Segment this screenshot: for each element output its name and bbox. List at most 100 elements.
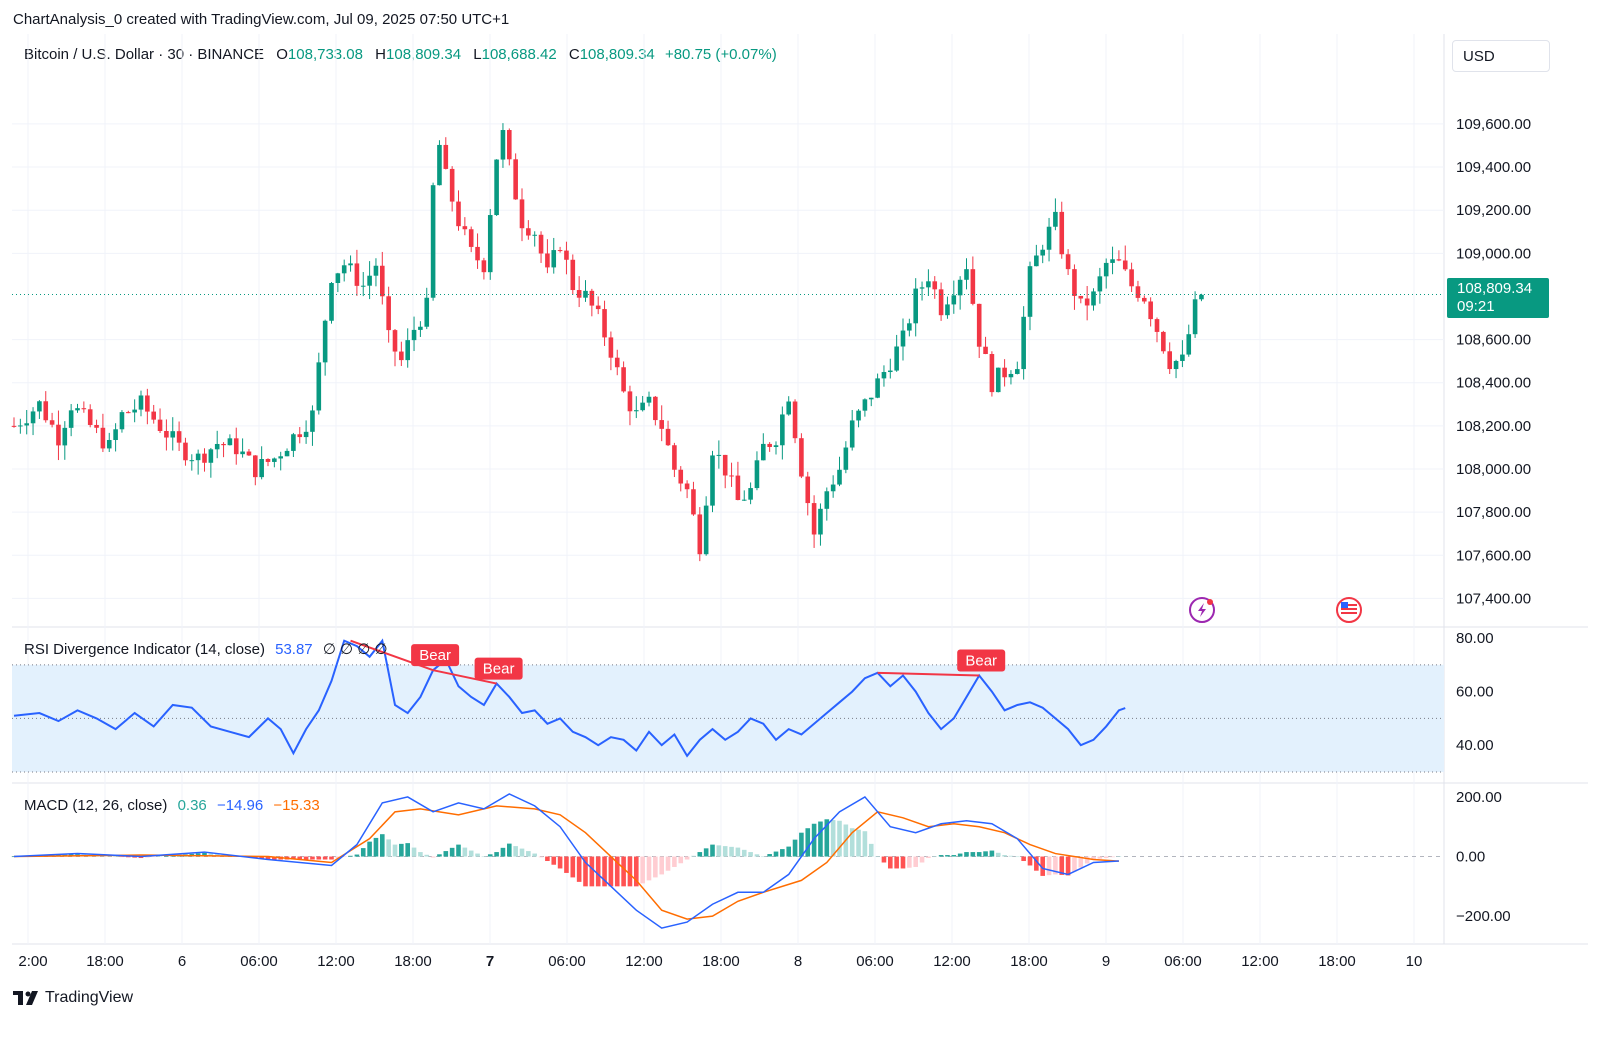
candle-body bbox=[11, 425, 17, 427]
macd-histogram-bar bbox=[380, 834, 385, 857]
macd-histogram-bar bbox=[1084, 856, 1090, 864]
macd-histogram-bar bbox=[741, 849, 747, 857]
macd-histogram-bar bbox=[976, 852, 982, 857]
macd-histogram-bar bbox=[951, 855, 957, 857]
macd-axis-label: 0.00 bbox=[1456, 849, 1485, 866]
candle-body bbox=[805, 476, 811, 504]
macd-histogram-bar bbox=[443, 851, 449, 857]
macd-histogram-bar bbox=[710, 844, 715, 857]
macd-histogram-bar bbox=[621, 856, 626, 887]
bear-label: Bear bbox=[965, 653, 997, 670]
candle-body bbox=[824, 491, 830, 509]
macd-histogram-bar bbox=[341, 856, 347, 858]
candle-body bbox=[761, 443, 766, 461]
candle-body bbox=[373, 265, 379, 276]
candle-body bbox=[640, 402, 645, 411]
time-axis-label: 06:00 bbox=[548, 953, 586, 970]
macd-histogram-bar bbox=[545, 856, 550, 862]
time-axis-label: 6 bbox=[178, 953, 186, 970]
macd-histogram-bar bbox=[1053, 856, 1058, 875]
macd-histogram-bar bbox=[970, 852, 976, 857]
grid-lines bbox=[12, 34, 1588, 945]
macd-signal-line bbox=[13, 805, 1119, 920]
candle-body bbox=[310, 410, 315, 432]
macd-histogram-bar bbox=[691, 855, 696, 857]
candle-body bbox=[1154, 319, 1160, 332]
macd-histogram-bar bbox=[494, 852, 499, 857]
close-label: C bbox=[568, 46, 580, 63]
candle-body bbox=[938, 289, 944, 316]
candle-body bbox=[570, 259, 576, 291]
macd-histogram-bar bbox=[729, 846, 734, 857]
price-axis-label: 109,200.00 bbox=[1456, 202, 1531, 219]
candle-body bbox=[176, 431, 182, 443]
macd-histogram-bar bbox=[481, 856, 487, 858]
candle-body bbox=[513, 159, 518, 200]
candle-body bbox=[157, 419, 163, 431]
candle-body bbox=[1116, 259, 1122, 261]
candle-body bbox=[748, 488, 753, 500]
rsi-name[interactable]: RSI Divergence Indicator (14, close) bbox=[24, 641, 265, 658]
candle-body bbox=[253, 455, 258, 478]
macd-histogram-bar bbox=[335, 856, 341, 859]
candle-body bbox=[995, 367, 1001, 393]
us-flag-icon[interactable] bbox=[1336, 597, 1362, 623]
macd-histogram-bar bbox=[773, 851, 779, 857]
candle-body bbox=[456, 201, 461, 227]
macd-histogram-bar bbox=[722, 846, 728, 857]
macd-histogram-bar bbox=[386, 839, 391, 857]
candle-body bbox=[545, 253, 550, 268]
candle-body bbox=[1097, 276, 1103, 292]
candle-body bbox=[100, 427, 106, 449]
macd-histogram-bar bbox=[583, 856, 588, 887]
macd-histogram-bar bbox=[360, 848, 366, 857]
macd-histogram-bar bbox=[462, 847, 468, 857]
macd-histogram-bar bbox=[964, 852, 969, 857]
candle-body bbox=[557, 250, 563, 252]
macd-histogram-bar bbox=[316, 856, 322, 860]
macd-histogram-bar bbox=[513, 846, 518, 857]
macd-histogram-bar bbox=[348, 855, 353, 857]
candle-body bbox=[888, 370, 893, 373]
rsi-pane: Bear Bear Bear bbox=[12, 638, 1444, 773]
candle-body bbox=[741, 499, 747, 501]
macd-histogram-bar bbox=[373, 837, 379, 857]
macd-name[interactable]: MACD (12, 26, close) bbox=[24, 797, 168, 814]
candle-body bbox=[856, 410, 861, 421]
price-axis-label: 108,000.00 bbox=[1456, 461, 1531, 478]
macd-histogram-bar bbox=[900, 856, 906, 869]
candle-body bbox=[183, 442, 188, 461]
candle-body bbox=[532, 234, 537, 236]
macd-histogram-bar bbox=[1103, 856, 1109, 858]
candle-body bbox=[37, 401, 42, 412]
candle-body bbox=[240, 451, 245, 455]
currency-button[interactable]: USD bbox=[1452, 40, 1550, 72]
macd-histogram-bar bbox=[202, 852, 207, 857]
lightning-icon[interactable] bbox=[1189, 597, 1215, 623]
candle-body bbox=[799, 438, 804, 477]
axes: 2:00 18:00 6 06:00 12:00 18:00 7 06:00 12:00 18:0… bbox=[18, 116, 1531, 970]
macd-histogram-bar bbox=[786, 846, 791, 857]
macd-histogram-bar bbox=[399, 843, 404, 857]
time-axis-label: 06:00 bbox=[856, 953, 894, 970]
candle-body bbox=[43, 401, 49, 421]
macd-histogram-bar bbox=[589, 856, 595, 887]
candle-body bbox=[227, 438, 233, 446]
macd-histogram-bar bbox=[811, 823, 817, 857]
candle-body bbox=[1046, 226, 1052, 250]
candle-body bbox=[341, 265, 347, 274]
candle-body bbox=[951, 295, 957, 305]
candle-body bbox=[113, 429, 118, 440]
candle-body bbox=[976, 303, 982, 347]
candle-body bbox=[1027, 266, 1033, 317]
time-axis-label: 12:00 bbox=[1241, 953, 1279, 970]
bear-label-box bbox=[957, 649, 1006, 672]
candle-body bbox=[367, 275, 372, 286]
candle-body bbox=[49, 420, 55, 425]
candle-body bbox=[926, 281, 931, 288]
macd-histogram-bar bbox=[126, 856, 131, 858]
symbol-name[interactable]: Bitcoin / U.S. Dollar · 30 · BINANCE bbox=[24, 46, 265, 63]
tradingview-brand[interactable]: TradingView bbox=[13, 989, 133, 1007]
time-axis-label: 06:00 bbox=[240, 953, 278, 970]
